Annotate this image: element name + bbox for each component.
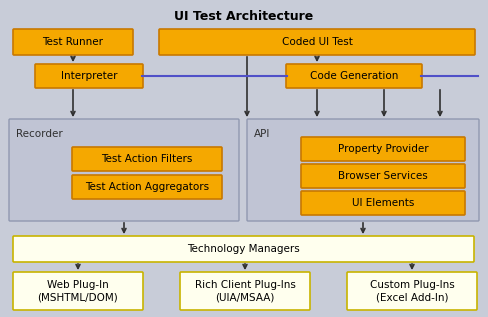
Text: Code Generation: Code Generation (309, 71, 397, 81)
Text: Recorder: Recorder (16, 129, 62, 139)
FancyBboxPatch shape (35, 64, 142, 88)
FancyBboxPatch shape (9, 119, 239, 221)
FancyBboxPatch shape (13, 29, 133, 55)
Text: Test Runner: Test Runner (42, 37, 103, 47)
Text: UI Test Architecture: UI Test Architecture (174, 10, 313, 23)
FancyBboxPatch shape (301, 164, 464, 188)
Text: Technology Managers: Technology Managers (187, 244, 299, 254)
FancyBboxPatch shape (246, 119, 478, 221)
Text: API: API (253, 129, 270, 139)
Text: Custom Plug-Ins
(Excel Add-In): Custom Plug-Ins (Excel Add-In) (369, 280, 453, 302)
Text: Coded UI Test: Coded UI Test (281, 37, 352, 47)
Text: Rich Client Plug-Ins
(UIA/MSAA): Rich Client Plug-Ins (UIA/MSAA) (194, 280, 295, 302)
FancyBboxPatch shape (72, 147, 222, 171)
FancyBboxPatch shape (285, 64, 421, 88)
FancyBboxPatch shape (13, 272, 142, 310)
FancyBboxPatch shape (301, 137, 464, 161)
Text: Property Provider: Property Provider (337, 144, 427, 154)
Text: UI Elements: UI Elements (351, 198, 413, 208)
FancyBboxPatch shape (301, 191, 464, 215)
FancyBboxPatch shape (159, 29, 474, 55)
Text: Test Action Filters: Test Action Filters (101, 154, 192, 164)
Text: Browser Services: Browser Services (337, 171, 427, 181)
FancyBboxPatch shape (13, 236, 473, 262)
FancyBboxPatch shape (72, 175, 222, 199)
FancyBboxPatch shape (180, 272, 309, 310)
Text: Interpreter: Interpreter (61, 71, 117, 81)
FancyBboxPatch shape (346, 272, 476, 310)
Text: Web Plug-In
(MSHTML/DOM): Web Plug-In (MSHTML/DOM) (38, 280, 118, 302)
Text: Test Action Aggregators: Test Action Aggregators (85, 182, 209, 192)
